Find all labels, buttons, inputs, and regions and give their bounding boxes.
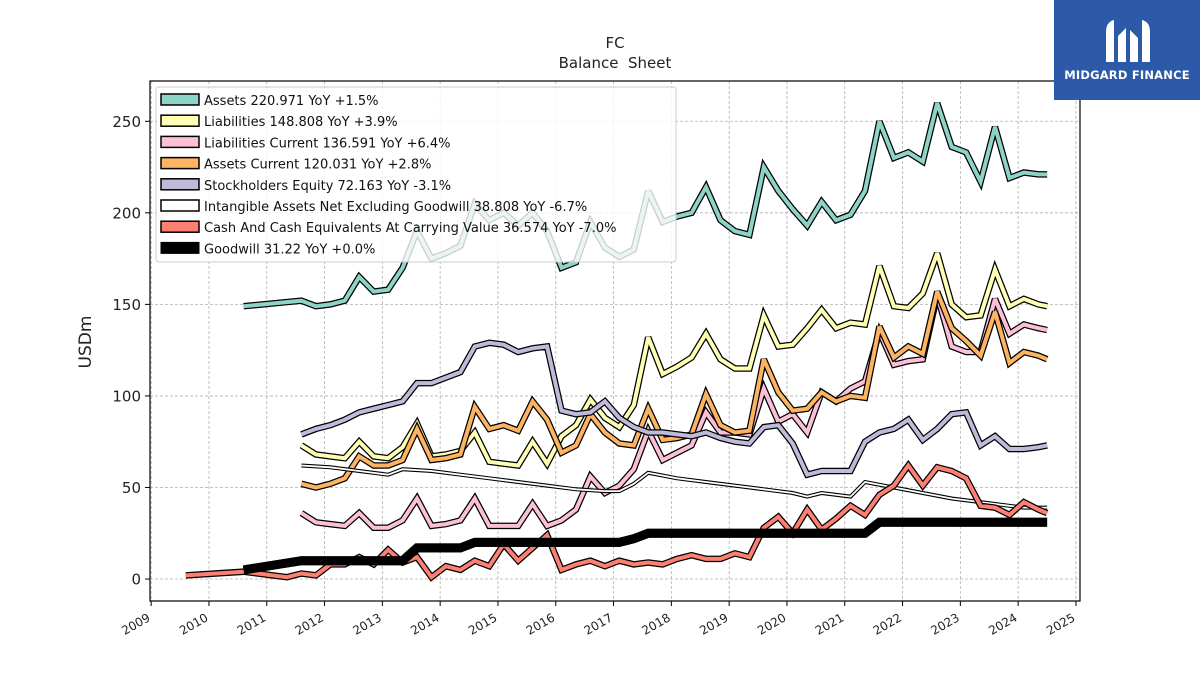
legend-swatch [160, 178, 200, 191]
legend-box [155, 86, 677, 263]
x-tick-label: 2019 [697, 610, 730, 637]
chart-title: FC [605, 34, 624, 52]
legend-swatch [160, 114, 200, 127]
x-tick-label: 2013 [350, 610, 383, 637]
series-line-3 [300, 294, 1048, 530]
legend-swatch [160, 220, 200, 233]
legend-label: Intangible Assets Net Excluding Goodwill… [204, 200, 587, 215]
legend-swatch [160, 156, 200, 170]
legend-swatch [160, 241, 200, 254]
x-tick-label: 2022 [871, 610, 904, 637]
legend-label: Assets 220.971 YoY +1.5% [204, 94, 379, 109]
x-tick-label: 2015 [466, 610, 499, 637]
x-tick-label: 2009 [119, 610, 152, 637]
legend: Assets 220.971 YoY +1.5% Liabilities 148.… [155, 86, 677, 263]
y-tick-label: 250 [112, 113, 141, 131]
midgard-finance-logo: MIDGARD FINANCE [1054, 0, 1200, 100]
legend-label: Assets Current 120.031 YoY +2.8% [204, 158, 431, 173]
x-tick-label: 2025 [1044, 610, 1077, 637]
midgard-logo-icon [1106, 20, 1150, 62]
x-tick-label: 2024 [986, 610, 1019, 637]
series-line-4 [300, 290, 1048, 490]
x-tick-label: 2012 [293, 610, 326, 637]
series-line-8 [242, 517, 1048, 575]
x-tick-label: 2014 [408, 610, 441, 637]
x-tick-label: 2010 [177, 610, 210, 637]
series-line-outline [299, 294, 1048, 532]
y-tick-label: 200 [112, 204, 141, 222]
y-tick-label: 100 [112, 387, 141, 405]
brand-name: MIDGARD FINANCE [1064, 68, 1190, 82]
legend-label: Liabilities 148.808 YoY +3.9% [204, 115, 398, 130]
chart-subtitle: Balance Sheet [559, 54, 672, 72]
x-tick-label: 2021 [813, 610, 846, 637]
x-tick-label: 2018 [639, 610, 672, 637]
legend-label: Cash And Cash Equivalents At Carrying Va… [204, 221, 616, 236]
legend-label: Goodwill 31.22 YoY +0.0% [204, 242, 375, 257]
legend-swatch [160, 199, 200, 212]
legend-swatch [160, 93, 200, 106]
plot-frame [149, 80, 1081, 602]
y-tick-label: 150 [112, 296, 141, 314]
series-line-5 [300, 340, 1048, 478]
x-tick-label: 2023 [928, 610, 961, 637]
legend-label: Stockholders Equity 72.163 YoY -3.1% [204, 179, 451, 194]
y-tick-label: 0 [131, 571, 141, 589]
y-tick-label: 50 [122, 479, 141, 497]
legend-label: Liabilities Current 136.591 YoY +6.4% [204, 136, 451, 151]
series-line-6 [301, 464, 1048, 509]
x-tick-label: 2017 [582, 610, 615, 637]
x-tick-label: 2016 [524, 610, 557, 637]
x-tick-label: 2011 [235, 610, 268, 637]
legend-swatch [160, 135, 200, 149]
y-axis-label: USDm [76, 316, 96, 369]
x-tick-label: 2020 [755, 610, 788, 637]
